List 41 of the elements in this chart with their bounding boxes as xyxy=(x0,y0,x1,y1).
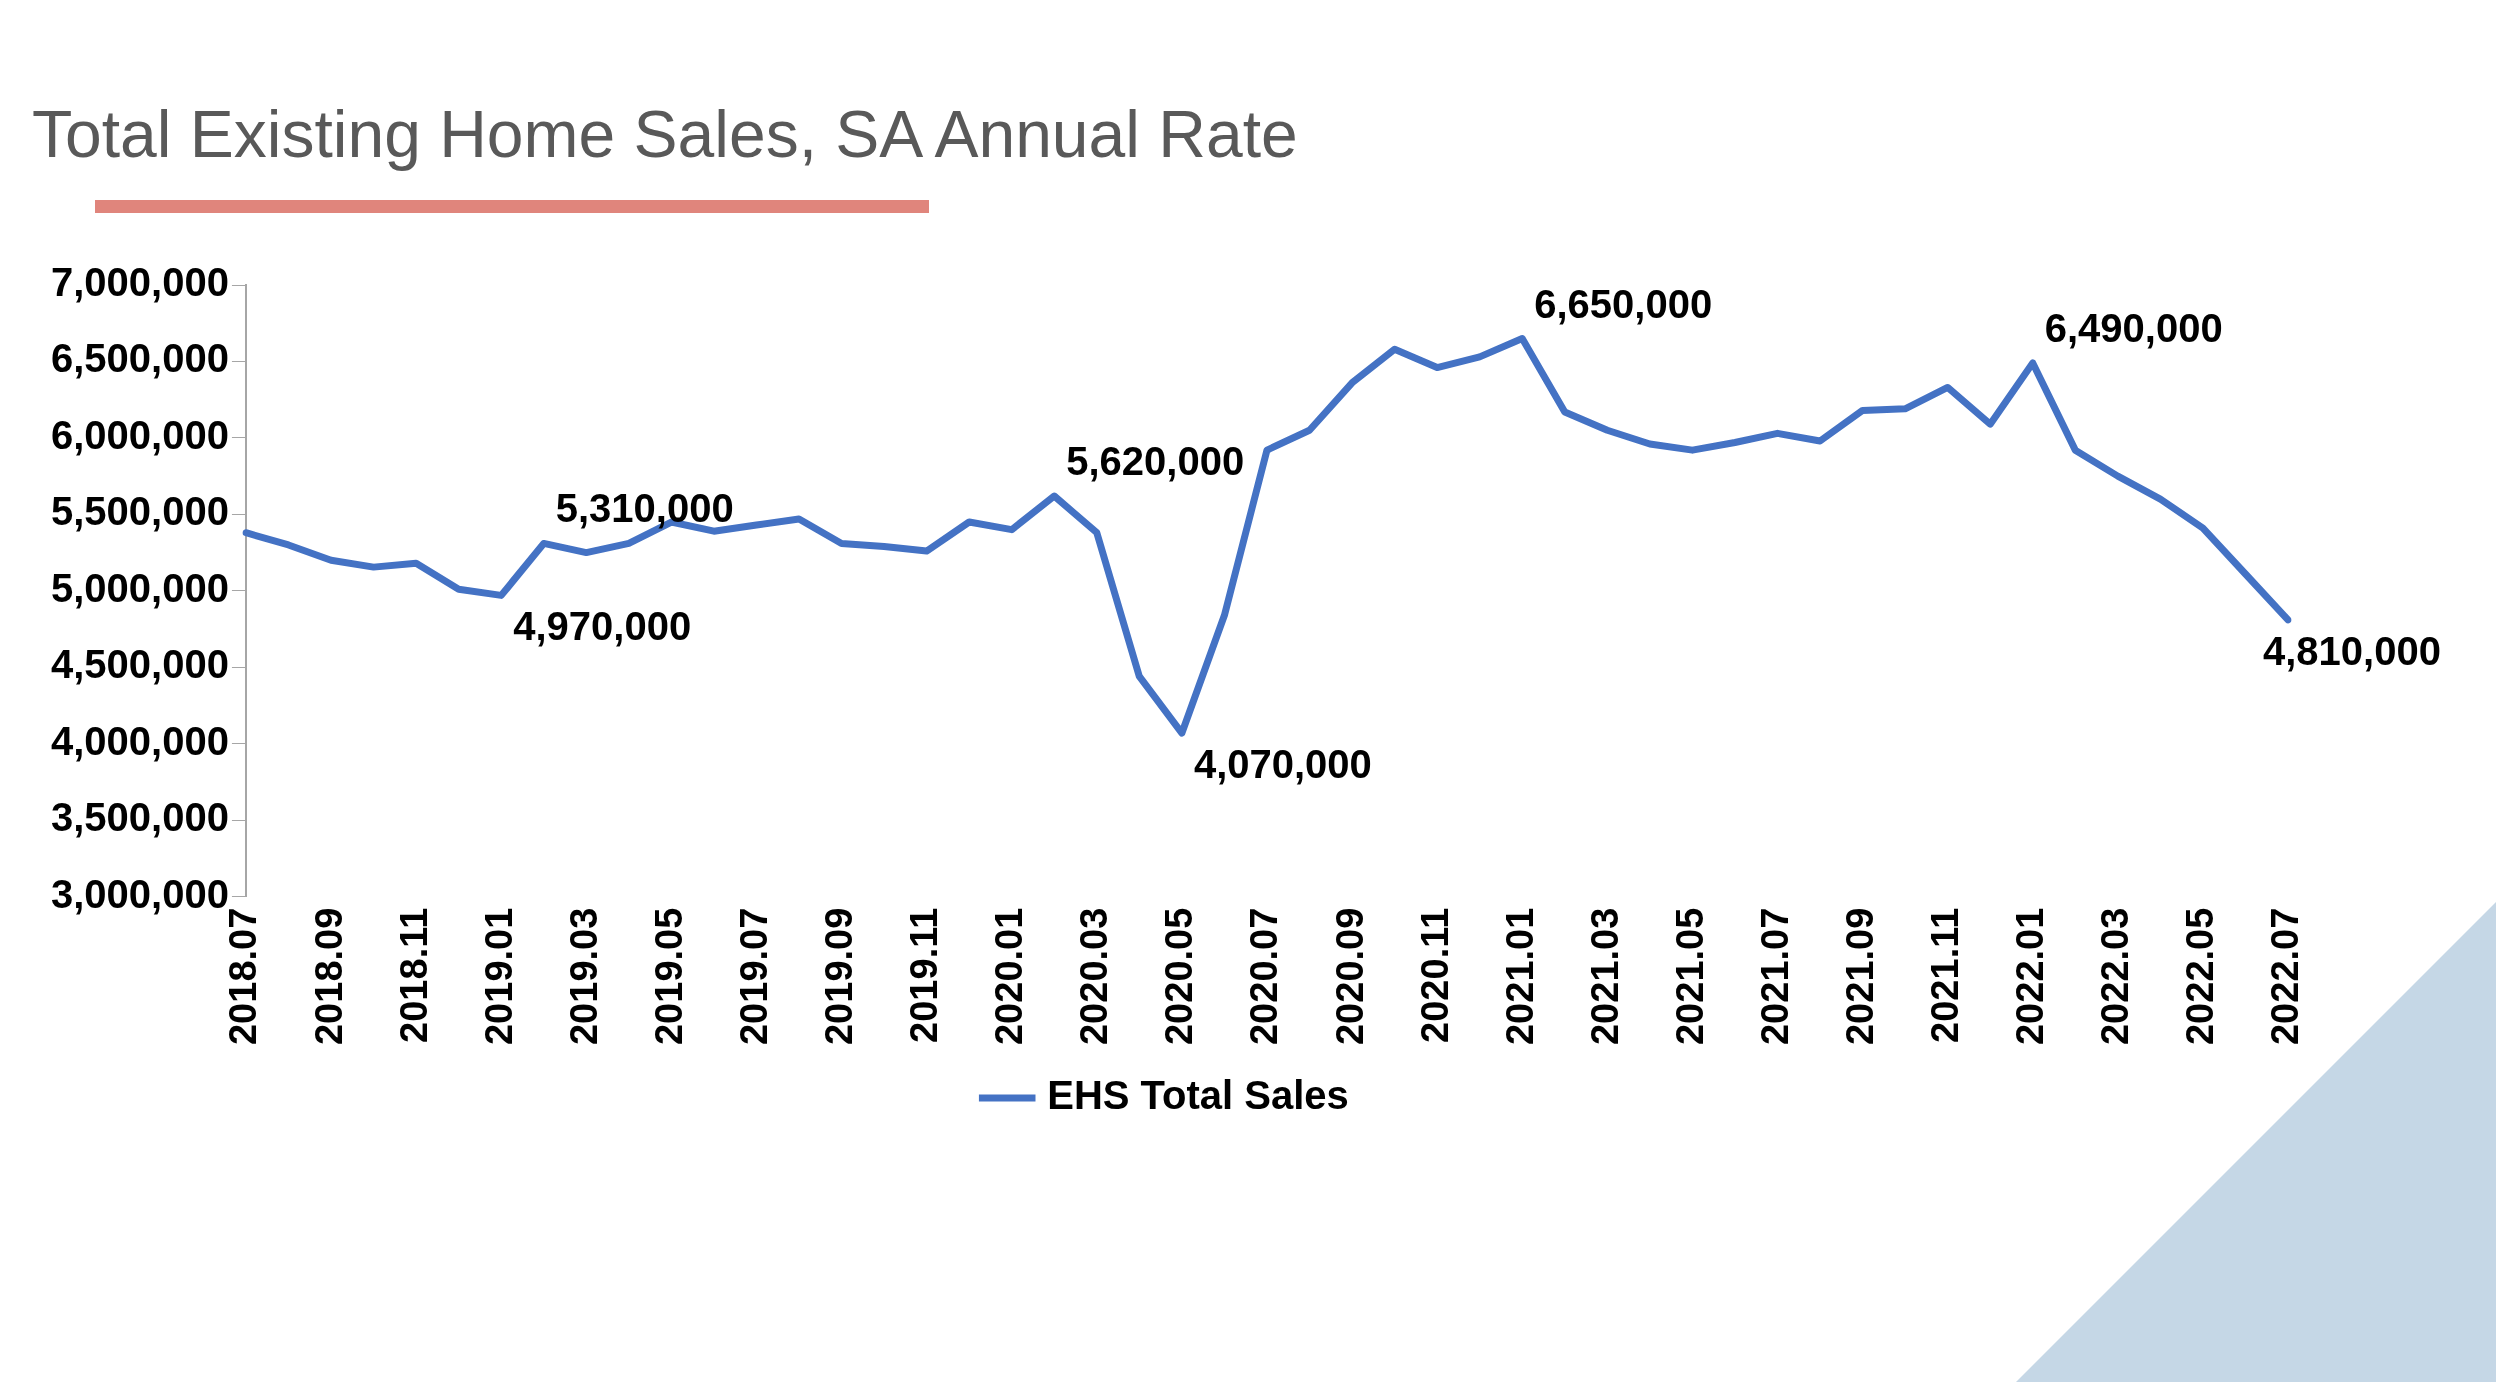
y-tick-label: 6,000,000 xyxy=(51,412,229,457)
legend-label: EHS Total Sales xyxy=(1047,1073,1349,1118)
x-tick-label: 2021.01 xyxy=(1498,907,1541,1046)
data-label: 6,490,000 xyxy=(2044,306,2223,351)
x-tick-label: 2019.11 xyxy=(903,907,946,1043)
x-tick-label: 2019.01 xyxy=(477,907,520,1046)
data-label: 5,310,000 xyxy=(555,486,734,531)
x-tick-label: 2018.09 xyxy=(307,907,350,1046)
x-tick-label: 2021.05 xyxy=(1668,907,1711,1046)
x-tick-label: 2020.11 xyxy=(1413,907,1456,1043)
x-tick-label: 2019.07 xyxy=(732,907,775,1046)
x-tick-label: 2022.03 xyxy=(2094,907,2137,1046)
y-tick-label: 4,500,000 xyxy=(51,642,229,687)
y-tick-label: 3,500,000 xyxy=(51,795,229,840)
data-label: 6,650,000 xyxy=(1534,281,1713,326)
data-label: 5,620,000 xyxy=(1066,439,1245,484)
x-tick-label: 2021.07 xyxy=(1753,907,1796,1046)
x-tick-label: 2021.11 xyxy=(1924,907,1967,1043)
x-tick-label: 2019.05 xyxy=(647,907,690,1046)
x-tick-label: 2020.09 xyxy=(1328,907,1371,1046)
x-tick-label: 2020.03 xyxy=(1073,907,1116,1046)
x-tick-label: 2020.07 xyxy=(1243,907,1286,1046)
x-tick-label: 2019.09 xyxy=(818,907,861,1046)
x-tick-label: 2020.05 xyxy=(1158,907,1201,1046)
y-tick-label: 5,500,000 xyxy=(51,489,229,534)
x-tick-label: 2022.05 xyxy=(2179,907,2222,1046)
y-tick-label: 6,500,000 xyxy=(51,336,229,381)
data-label: 4,810,000 xyxy=(2263,628,2441,673)
chart-title: Total Existing Home Sales, SA Annual Rate xyxy=(32,96,1298,172)
x-tick-label: 2021.03 xyxy=(1583,907,1626,1046)
data-label: 4,070,000 xyxy=(1193,742,1372,787)
x-tick-label: 2020.01 xyxy=(988,907,1031,1046)
x-tick-label: 2022.01 xyxy=(2009,907,2052,1046)
x-tick-label: 2019.03 xyxy=(562,907,605,1046)
x-tick-label: 2021.09 xyxy=(1839,907,1882,1046)
data-label: 4,970,000 xyxy=(513,604,692,649)
y-tick-label: 4,000,000 xyxy=(51,718,229,763)
y-tick-label: 7,000,000 xyxy=(51,260,229,305)
x-tick-label: 2018.11 xyxy=(392,907,435,1043)
x-tick-label: 2022.07 xyxy=(2264,907,2307,1046)
y-tick-label: 5,000,000 xyxy=(51,565,229,610)
